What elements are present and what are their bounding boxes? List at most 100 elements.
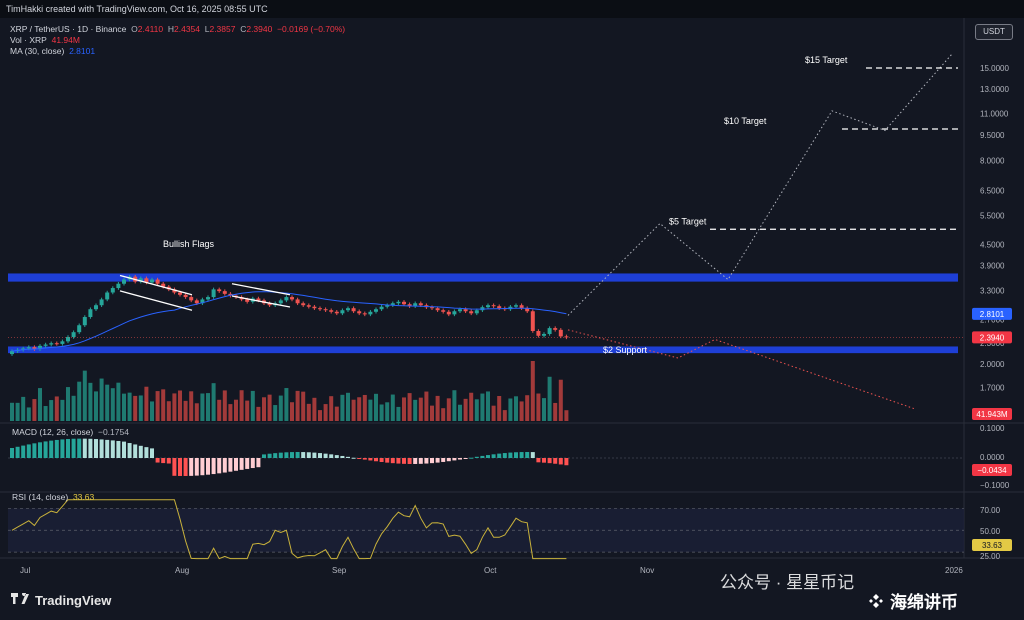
candle-body [553, 328, 558, 330]
volume-badge-bg [972, 408, 1012, 420]
macd-histogram-bar [480, 455, 485, 458]
volume-bar [43, 406, 48, 421]
macd-histogram-bar [284, 452, 289, 458]
ma-line: MA (30, close) 2.8101 [10, 46, 96, 56]
macd-histogram-bar [54, 439, 59, 458]
candle-body [49, 343, 54, 345]
support-zone [8, 346, 958, 354]
candle-body [564, 336, 569, 338]
tradingview-logo: TradingView [10, 590, 111, 610]
macd-histogram-bar [256, 458, 261, 468]
candle-body [54, 343, 59, 345]
flag-channel-line [231, 295, 291, 308]
macd-value: −0.1754 [97, 427, 129, 437]
change-value: −0.0169 (−0.70%) [277, 24, 346, 34]
macd-histogram-bar [290, 452, 294, 458]
macd-histogram-bar [553, 458, 558, 464]
volume-bar [122, 393, 126, 421]
rsi-band [8, 508, 964, 553]
macd-histogram-bar [200, 458, 205, 476]
macd-histogram-bar [357, 458, 362, 459]
macd-histogram-bar [362, 458, 367, 460]
candle-body [295, 299, 300, 304]
macd-histogram-bar [508, 452, 513, 458]
macd-histogram-bar [452, 458, 457, 461]
rsi-badge-bg [972, 539, 1012, 551]
macd-histogram-bar [172, 458, 177, 476]
candle-body [519, 305, 524, 309]
volume-bar [430, 405, 434, 421]
volume-bar [396, 406, 401, 421]
volume-bar [211, 383, 216, 421]
volume-bar [178, 390, 182, 421]
volume-bar [166, 401, 171, 421]
volume-line: Vol · XRP 41.94M [10, 35, 80, 45]
price-badge-bg [972, 331, 1012, 344]
volume-bar [82, 370, 87, 421]
macd-histogram-bar [161, 458, 166, 464]
chart-area[interactable]: $15 Target $10 Target $5 Target Bullish Fla… [0, 18, 1024, 580]
volume-bar [150, 401, 154, 421]
volume-bar [26, 407, 31, 421]
volume-bar [407, 393, 412, 421]
candle-body [217, 289, 222, 292]
macd-tick: 0.0000 [980, 453, 1005, 462]
macd-histogram-bar [413, 458, 418, 464]
candle-body [94, 305, 98, 310]
macd-histogram-bar [71, 438, 76, 458]
volume-bar [21, 396, 26, 421]
macd-histogram-bar [262, 454, 266, 458]
volume-bar [564, 410, 569, 421]
currency-button[interactable]: USDT [975, 24, 1013, 40]
candle-body [458, 309, 462, 312]
open-value: 2.4110 [137, 24, 164, 34]
volume-bar [486, 391, 490, 421]
macd-histogram-bar [564, 458, 569, 466]
volume-bar [267, 394, 272, 421]
price-chart[interactable]: $15 Target $10 Target $5 Target Bullish Fla… [0, 18, 1024, 580]
macd-histogram-bar [519, 452, 524, 458]
macd-histogram-bar [306, 452, 311, 458]
candle-body [66, 336, 70, 342]
volume-bar [32, 399, 37, 421]
candle-body [172, 289, 177, 293]
volume-bar [547, 376, 552, 421]
macd-tick: 0.1000 [980, 424, 1005, 433]
price-tick: 2.3000 [980, 339, 1005, 348]
volume-bar [374, 393, 378, 421]
volume-bar [10, 402, 14, 421]
macd-histogram-bar [49, 440, 54, 458]
volume-bar [15, 402, 20, 421]
macd-histogram-bar [530, 452, 535, 458]
macd-histogram-bar [346, 456, 350, 458]
macd-histogram-bar [334, 455, 339, 458]
candle-body [189, 297, 194, 301]
credit-bar: TimHakki created with TradingView.com, O… [0, 0, 1024, 18]
macd-histogram-bar [189, 458, 194, 476]
candle-body [435, 308, 440, 311]
volume-bar [469, 392, 474, 421]
volume-bar [553, 402, 558, 421]
time-axis-label: 2026 [945, 566, 963, 575]
macd-histogram-bar [105, 439, 110, 458]
macd-histogram-bar [217, 458, 222, 474]
volume-bar [334, 406, 339, 421]
macd-histogram-bar [239, 458, 244, 470]
volume-bar [491, 405, 496, 421]
volume-bar [222, 390, 227, 421]
macd-histogram-bar [323, 453, 328, 458]
volume-bar [340, 394, 345, 421]
candle-body [194, 300, 199, 304]
macd-histogram-bar [514, 452, 518, 458]
volume-bar [172, 393, 177, 421]
macd-histogram-bar [127, 443, 132, 458]
bullish-flags-label: Bullish Flags [163, 239, 215, 249]
low-value: 2.3857 [209, 24, 236, 34]
high-value: 2.4354 [174, 24, 200, 34]
volume-bar [312, 397, 317, 421]
volume-bar [278, 395, 283, 421]
volume-bar [508, 398, 513, 421]
rsi-tick: 70.00 [980, 506, 1001, 515]
candle-body [536, 331, 541, 336]
price-tick: 11.0000 [980, 110, 1009, 119]
